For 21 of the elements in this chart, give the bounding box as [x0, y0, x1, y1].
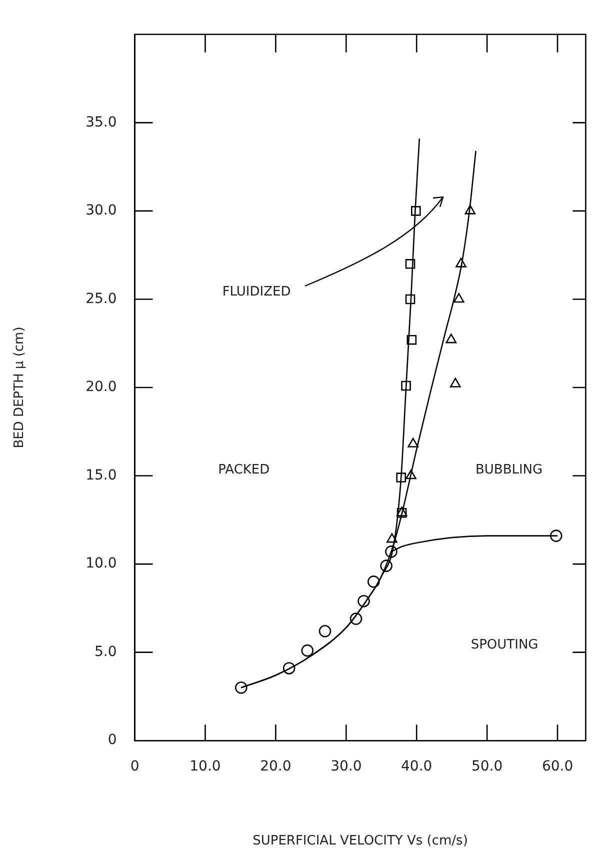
annotation: PACKED — [218, 462, 270, 478]
annotation: SPOUTING — [470, 638, 538, 653]
y-axis-title: BED DEPTH μ (cm) — [12, 326, 28, 448]
x-tick-label: 60.0 — [542, 758, 574, 775]
y-tick-label: 35.0 — [86, 114, 117, 130]
y-tick-label: 0 — [108, 732, 117, 748]
y-tick-label: 30.0 — [86, 202, 117, 219]
y-tick-label: 5.0 — [94, 644, 117, 660]
x-tick-label: 40.0 — [401, 758, 432, 775]
x-tick-label: 20.0 — [260, 758, 292, 775]
y-tick-label: 10.0 — [86, 556, 117, 572]
annotation: FLUIDIZED — [222, 284, 291, 300]
annotation: BUBBLING — [475, 462, 543, 478]
x-tick-label: 10.0 — [190, 758, 221, 775]
x-axis-title: SUPERFICIAL VELOCITY Vs (cm/s) — [252, 834, 468, 849]
x-tick-label: 0 — [130, 758, 140, 775]
y-tick-label: 15.0 — [86, 467, 117, 484]
y-tick-label: 20.0 — [86, 379, 117, 396]
x-tick-label: 50.0 — [471, 758, 503, 775]
x-tick-label: 30.0 — [330, 758, 362, 775]
y-tick-label: 25.0 — [86, 290, 117, 307]
